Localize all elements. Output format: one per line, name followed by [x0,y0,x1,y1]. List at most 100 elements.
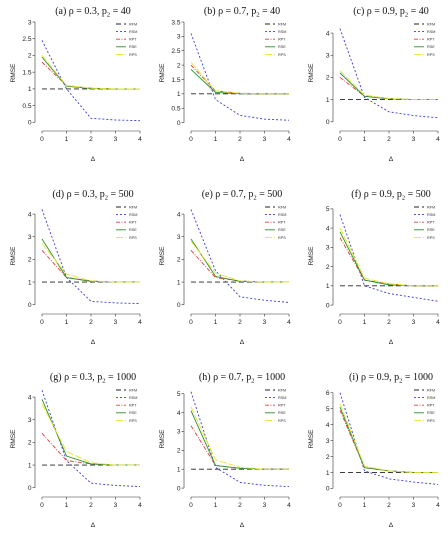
x-tick-label: 2 [89,319,93,326]
title-suffix: = 500 [108,189,134,200]
chart-title: (b) ρ = 0.7, p2 = 40 [204,6,280,19]
title-prefix: (a) ρ = 0.3, p [55,6,107,17]
x-tick-label: 2 [387,319,391,326]
x-axis-label: Δ [91,339,96,346]
legend-label: RFM [427,205,435,209]
x-tick-label: 3 [114,319,118,326]
legend-label: RPT [129,221,137,225]
x-tick-label: 4 [436,319,440,326]
legend-label: RFM [278,22,286,26]
legend-label: RPS [427,53,435,57]
x-tick-label: 0 [338,319,342,326]
series-line-rps [190,240,289,283]
series-line-rps [339,403,438,473]
x-tick-label: 2 [238,319,242,326]
y-tick-label: 3 [177,34,181,41]
y-tick-label: 2 [326,264,330,271]
x-tick-label: 1 [65,136,69,143]
series-line-rsm [41,209,141,305]
title-suffix: = 1000 [254,372,285,383]
x-tick-label: 3 [412,136,416,143]
legend-label: RPT [129,38,137,42]
x-tick-label: 4 [287,136,291,143]
x-tick-label: 1 [214,319,218,326]
legend-label: RSM [427,30,435,34]
legend-label: RSM [427,396,435,400]
y-axis-label: RMSE [159,63,166,83]
y-axis-label: RMSE [308,429,315,449]
y-axis-label: RMSE [308,246,315,266]
x-tick-label: 3 [263,319,267,326]
chart-title: (a) ρ = 0.3, p2 = 40 [55,6,131,19]
y-tick-label: 2 [28,440,32,447]
series-line-rps [190,406,289,470]
y-tick-label: 4 [28,211,32,218]
title-prefix: (i) ρ = 0.9, p [349,372,399,383]
y-tick-label: 2 [28,53,32,60]
legend-label: RPS [427,419,435,423]
legend-label: RPT [427,404,435,408]
x-axis-label: Δ [240,156,245,163]
legend-label: RSM [278,213,286,217]
y-tick-label: 5 [326,206,330,213]
legend-label: RPS [278,419,286,423]
x-tick-label: 1 [214,502,218,509]
legend-label: RFM [129,388,137,392]
y-tick-label: 0 [177,120,181,127]
y-tick-label: 1.5 [171,77,180,84]
title-subscript: 2 [105,195,108,202]
legend-label: RPS [129,53,137,57]
chart-panel-f: (f) ρ = 0.9, p2 = 500 0 1 2 3 4 5 0 1 2 3 4 Δ RMSE RFM… [298,183,447,366]
x-axis-label: Δ [389,339,394,346]
title-suffix: = 1000 [402,372,433,383]
x-tick-label: 0 [40,319,44,326]
title-suffix: = 40 [110,6,131,17]
y-tick-label: 1 [177,467,181,474]
y-tick-label: 0 [28,120,32,127]
legend-label: RSM [278,396,286,400]
x-tick-label: 1 [65,502,69,509]
chart-title: (e) ρ = 0.7, p2 = 500 [202,189,283,202]
x-tick-label: 3 [412,502,416,509]
y-tick-label: 4 [177,410,181,417]
series-line-rpt [41,250,140,283]
x-tick-label: 1 [363,502,367,509]
legend-label: RFM [278,388,286,392]
y-tick-label: 2 [177,62,181,69]
legend-label: RPS [278,236,286,240]
legend-label: RSM [427,213,435,217]
chart-title: (h) ρ = 0.7, p2 = 1000 [199,372,285,385]
chart-panel-a: (a) ρ = 0.3, p2 = 40 0 0.5 1 1.5 2 2.5 3 0 1 2 3 4 Δ R… [0,0,149,183]
legend-label: RPS [278,53,286,57]
chart-panel-b: (b) ρ = 0.7, p2 = 40 0 0.5 1 1.5 2 2.5 3 3.5 0 1 2 3… [149,0,298,183]
legend-label: RFM [129,22,137,26]
x-tick-label: 0 [189,502,193,509]
x-tick-label: 3 [114,136,118,143]
x-tick-label: 2 [387,502,391,509]
chart-title: (c) ρ = 0.9, p2 = 40 [353,6,429,19]
legend-label: RSM [129,213,137,217]
y-tick-label: 3 [326,438,330,445]
y-tick-label: 3 [28,234,32,241]
y-tick-label: 6 [326,390,330,397]
x-tick-label: 4 [287,319,291,326]
title-subscript: 2 [253,195,256,202]
legend-label: RSE [129,45,137,49]
chart-title: (g) ρ = 0.3, p2 = 1000 [50,372,136,385]
series-line-rse [41,238,140,283]
y-tick-label: 4 [326,225,330,232]
chart-title: (f) ρ = 0.9, p2 = 500 [351,189,431,202]
y-tick-label: 4 [28,394,32,401]
x-axis-label: Δ [240,522,245,529]
chart-panel-d: (d) ρ = 0.3, p2 = 500 0 1 2 3 4 0 1 2 3 4 Δ RMSE RFM R… [0,183,149,366]
x-axis-label: Δ [389,522,394,529]
y-tick-label: 0 [326,486,330,493]
title-subscript: 2 [102,378,105,385]
x-axis-label: Δ [389,156,394,163]
